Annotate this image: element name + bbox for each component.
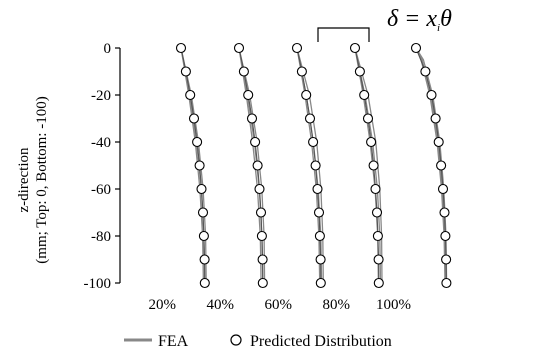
predicted-point <box>373 254 384 265</box>
predicted-point <box>194 160 205 171</box>
annotation-bracket <box>317 27 370 42</box>
predicted-point <box>291 42 303 54</box>
predicted-point <box>373 277 384 289</box>
predicted-point <box>254 183 265 195</box>
formula-rhs: θ <box>440 6 452 32</box>
predicted-point <box>441 277 452 289</box>
predicted-point <box>314 230 325 242</box>
predicted-point <box>372 230 383 242</box>
predicted-point <box>359 89 370 101</box>
legend-fea-label: FEA <box>158 333 189 350</box>
y-axis-title: z-direction (mm; Top: 0, Bottom: -100) <box>16 96 50 263</box>
predicted-point <box>368 160 379 171</box>
predicted-point <box>441 254 452 265</box>
predicted-point <box>315 277 326 289</box>
predicted-point <box>426 89 437 101</box>
group-label: 20% <box>149 297 177 313</box>
predicted-point <box>250 136 261 148</box>
predicted-point <box>233 42 245 54</box>
group-label: 80% <box>323 297 351 313</box>
predicted-point <box>188 113 200 124</box>
predicted-point <box>196 183 207 195</box>
formula-text: δ = xiθ <box>387 6 452 34</box>
predicted-point <box>437 183 449 195</box>
predicted-markers <box>175 42 452 289</box>
formula-lhs: δ = x <box>387 6 437 32</box>
predicted-point <box>199 254 210 265</box>
predicted-point <box>371 207 383 218</box>
predicted-point <box>246 113 258 124</box>
y-tick-label: -60 <box>91 182 111 198</box>
y-tick-label: -20 <box>91 88 111 104</box>
predicted-point <box>436 160 447 171</box>
predicted-point <box>255 207 267 218</box>
predicted-point <box>362 113 374 124</box>
predicted-point <box>310 160 321 171</box>
predicted-point <box>312 183 323 195</box>
predicted-point <box>301 89 312 101</box>
predicted-point <box>192 136 203 148</box>
predicted-point <box>252 160 263 171</box>
y-tick-label: -100 <box>84 276 112 292</box>
predicted-point <box>199 277 210 289</box>
predicted-point <box>366 136 377 148</box>
predicted-point <box>197 207 209 218</box>
group-label: 40% <box>207 297 235 313</box>
predicted-point <box>304 113 316 124</box>
y-axis-title-line-2: (mm; Top: 0, Bottom: -100) <box>34 96 50 263</box>
predicted-point <box>185 89 196 101</box>
predicted-point <box>257 277 268 289</box>
predicted-point <box>180 66 191 77</box>
predicted-point <box>198 230 209 242</box>
legend-predicted-marker <box>230 334 242 346</box>
formula-subscript: i <box>437 22 440 34</box>
predicted-point <box>315 254 326 265</box>
predicted-point <box>175 42 187 54</box>
predicted-point <box>313 207 325 218</box>
y-tick-label: -80 <box>91 229 111 245</box>
predicted-point <box>433 136 444 148</box>
predicted-point <box>296 66 307 77</box>
predicted-point <box>410 42 422 54</box>
predicted-point <box>430 113 441 124</box>
group-label: 100% <box>376 297 411 313</box>
group-label: 60% <box>265 297 293 313</box>
predicted-point <box>257 254 268 265</box>
predicted-point <box>243 89 254 101</box>
y-tick-label: 0 <box>104 41 112 57</box>
predicted-point <box>439 207 450 218</box>
axes: 0 -20 -40 -60 -80 -100 <box>84 41 121 292</box>
y-axis-title-line-1: z-direction <box>16 147 32 212</box>
predicted-point <box>354 66 365 77</box>
legend: FEA Predicted Distribution <box>124 333 392 350</box>
predicted-point <box>238 66 249 77</box>
predicted-point <box>440 230 451 242</box>
predicted-point <box>370 183 381 195</box>
predicted-point <box>349 42 361 54</box>
y-tick-label: -40 <box>91 135 111 151</box>
predicted-point <box>420 66 431 77</box>
group-labels: 20% 40% 60% 80% 100% <box>149 297 412 313</box>
predicted-point <box>308 136 319 148</box>
displacement-annotation: δ = xiθ <box>317 6 452 42</box>
predicted-point <box>256 230 267 242</box>
legend-predicted-label: Predicted Distribution <box>250 333 392 350</box>
